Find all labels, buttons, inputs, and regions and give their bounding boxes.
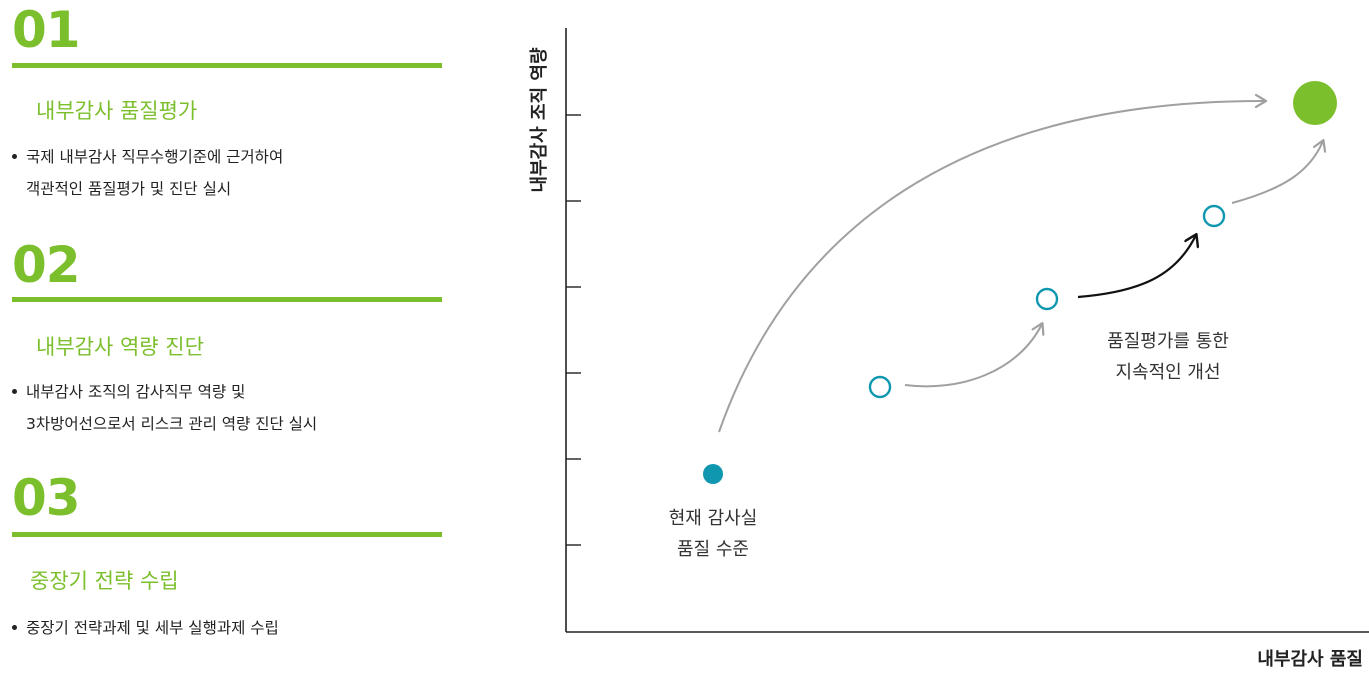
y-axis-label-text: 내부감사 조직 역량	[525, 47, 551, 192]
y-axis-ticks	[566, 115, 581, 545]
step-arrow-2	[1078, 235, 1196, 297]
step-point-3	[1204, 206, 1224, 226]
caption-line: 품질평가를 통한	[1078, 326, 1258, 357]
current-level-dot	[703, 464, 723, 484]
caption-line: 지속적인 개선	[1078, 357, 1258, 388]
improvement-caption: 품질평가를 통한 지속적인 개선	[1078, 326, 1258, 388]
step-arrow-3	[1232, 141, 1323, 203]
caption-line: 품질 수준	[643, 534, 783, 565]
caption-line: 현재 감사실	[643, 503, 783, 534]
step-arrow-1	[905, 324, 1042, 386]
y-axis-label: 내부감사 조직 역량	[518, 30, 558, 210]
step-point-1	[870, 377, 890, 397]
current-level-caption: 현재 감사실 품질 수준	[643, 503, 783, 565]
target-level-dot	[1293, 81, 1337, 125]
x-axis-label: 내부감사 품질	[1257, 645, 1363, 671]
step-point-2	[1037, 289, 1057, 309]
